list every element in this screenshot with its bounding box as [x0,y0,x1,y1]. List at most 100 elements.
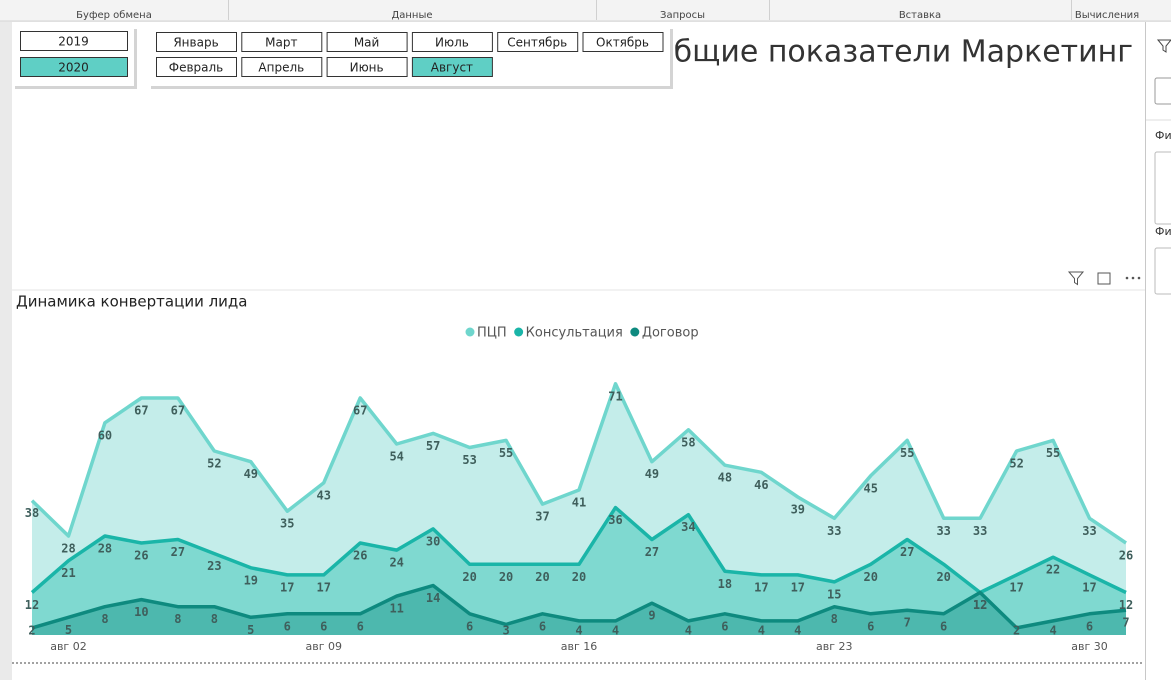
visual-filter-icon[interactable] [1067,271,1085,286]
data-label: 34 [681,520,695,534]
legend-dot [630,327,640,337]
data-label: 5 [65,623,72,637]
legend-label: Консультация [526,326,623,341]
data-label: 17 [791,580,805,594]
data-label: 2 [28,624,35,638]
pane-label: Фи [1155,225,1171,238]
slicer-button-label: Февраль [169,61,224,75]
data-label: 3 [502,624,509,638]
data-label: 11 [389,602,403,616]
data-label: 57 [426,439,440,453]
data-label: 20 [864,570,878,584]
slicer-button-label: Октябрь [596,36,649,50]
data-label: 4 [575,624,582,638]
ribbon-group-label: Буфер обмена [76,10,152,21]
x-tick-label: авг 02 [50,640,87,653]
slicer-button[interactable] [241,32,323,52]
data-label: 5 [247,623,254,637]
data-label: 20 [535,570,549,584]
data-label: 12 [973,598,987,612]
data-label: 4 [1049,624,1056,638]
area-line [31,583,1127,630]
data-label: 27 [171,545,185,559]
pane-card[interactable] [1154,247,1171,295]
slicer-button-label: Август [431,61,473,75]
slicer-button[interactable] [20,57,128,77]
data-label: 17 [754,580,768,594]
pane-card[interactable] [1154,151,1171,225]
slicer-button[interactable] [156,32,237,52]
data-label: 60 [98,428,112,442]
slicer-button[interactable] [497,32,579,52]
slicer-button-label: 2020 [58,61,89,75]
data-label: 52 [1009,457,1023,471]
legend-dot [465,327,475,337]
data-label: 6 [721,619,728,633]
data-label: 21 [61,566,75,580]
data-label: 58 [681,435,695,449]
pane-label: Фи [1155,129,1171,142]
data-label: 67 [171,403,185,417]
x-tick-label: авг 23 [816,640,853,653]
data-label: 17 [280,580,294,594]
data-label: 26 [353,549,367,563]
data-label: 54 [389,449,403,463]
slicer-button-label: Январь [173,36,218,50]
slicer-button[interactable] [411,57,493,77]
data-label: 30 [426,534,440,548]
slicer-button[interactable] [582,32,664,52]
data-label: 8 [174,612,181,626]
data-label: 33 [1082,524,1096,538]
data-label: 6 [284,619,291,633]
data-label: 6 [466,619,473,633]
data-label: 6 [867,619,874,633]
data-label: 18 [718,577,732,591]
focus-icon[interactable] [1097,272,1111,285]
slicer-button[interactable] [20,31,128,51]
pane-search[interactable] [1154,77,1171,105]
filter-pane [1146,22,1171,680]
data-label: 19 [244,573,258,587]
data-label: 23 [207,559,221,573]
slicer-button[interactable] [156,57,237,77]
data-label: 38 [25,506,39,520]
data-label: 43 [317,488,331,502]
data-label: 48 [718,471,732,485]
slicer-button[interactable] [411,32,493,52]
slicer-button[interactable] [241,57,323,77]
area-fill [32,585,1126,635]
slicer-button[interactable] [326,57,408,77]
data-label: 35 [280,517,294,531]
data-label: 12 [973,598,987,612]
data-label: 71 [608,389,622,403]
data-label: 7 [1122,616,1129,630]
ribbon [0,0,1171,21]
data-label: 4 [612,624,619,638]
data-label: 6 [940,619,947,633]
data-label: 20 [572,570,586,584]
data-label: 26 [1119,549,1133,563]
data-label: 8 [101,612,108,626]
area-line [30,382,1127,545]
x-tick-label: авг 16 [561,640,598,653]
data-label: 27 [900,545,914,559]
data-label: 67 [353,403,367,417]
filter-icon[interactable] [1156,39,1171,53]
slicer-button-label: Сентябрь [507,36,567,50]
data-label: 41 [572,495,586,509]
ribbon-group-label: Вычисления [1075,10,1139,21]
slicer-button-label: Апрель [258,61,304,75]
data-label: 39 [791,503,805,517]
data-label: 20 [936,570,950,584]
data-label: 9 [648,609,655,623]
x-tick-label: авг 09 [305,640,342,653]
data-label: 28 [98,541,112,555]
slicer-button[interactable] [326,32,408,52]
data-label: 26 [134,549,148,563]
legend-label: Договор [642,326,699,341]
data-label: 6 [539,619,546,633]
data-label: 4 [685,624,692,638]
more-icon[interactable] [1125,276,1141,280]
data-label: 17 [1082,580,1096,594]
slicer-button-label: Июль [435,36,469,50]
